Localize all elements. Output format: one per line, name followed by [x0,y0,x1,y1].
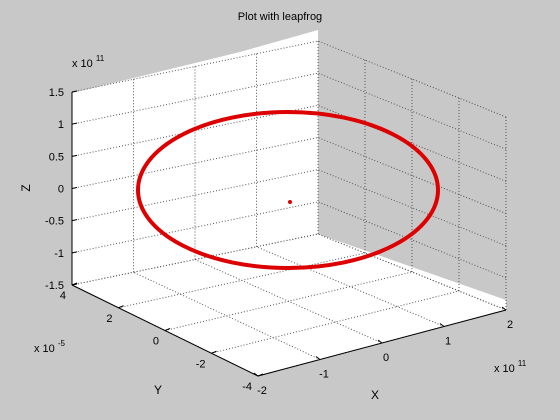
x-tick-label: -2 [257,385,267,397]
x-tick-label: 0 [383,352,389,364]
x-tick-label: 1 [445,336,451,348]
z-multiplier-exp: 11 [96,54,105,63]
y-tick-label: 0 [153,336,159,348]
z-tick-label: -0.5 [45,216,64,228]
y-multiplier: x 10 -5 [34,339,66,355]
y-multiplier-exp: -5 [58,339,66,348]
y-axis-label: Y [154,383,162,397]
z-multiplier: x 10 11 [72,54,105,70]
grid-line-right-z [318,73,506,149]
z-axis-label: Z [19,184,33,191]
y-tick-label: -4 [242,381,252,393]
x-axis-label: X [371,388,379,402]
x-multiplier-exp: 11 [518,359,527,368]
z-tick-label: -1.5 [45,280,64,292]
x-tick-label: -1 [319,369,329,381]
z-tick-mark [72,91,77,92]
z-tick-label: 0 [58,184,64,196]
z-tick-label: 1 [58,119,64,131]
z-tick-label: 0.5 [49,151,64,163]
x-multiplier: x 10 11 [494,359,527,375]
y-multiplier-base: x 10 [34,343,55,355]
z-tick-label: 1.5 [49,87,64,99]
x-tick-label: 2 [507,319,513,331]
y-tick-label: 2 [106,313,112,325]
x-multiplier-base: x 10 [494,363,515,375]
y-tick-label: -2 [196,358,206,370]
center-point [288,200,292,204]
z-multiplier-base: x 10 [72,58,93,70]
z-tick-label: -1 [54,248,64,260]
chart-title: Plot with leapfrog [238,11,322,23]
